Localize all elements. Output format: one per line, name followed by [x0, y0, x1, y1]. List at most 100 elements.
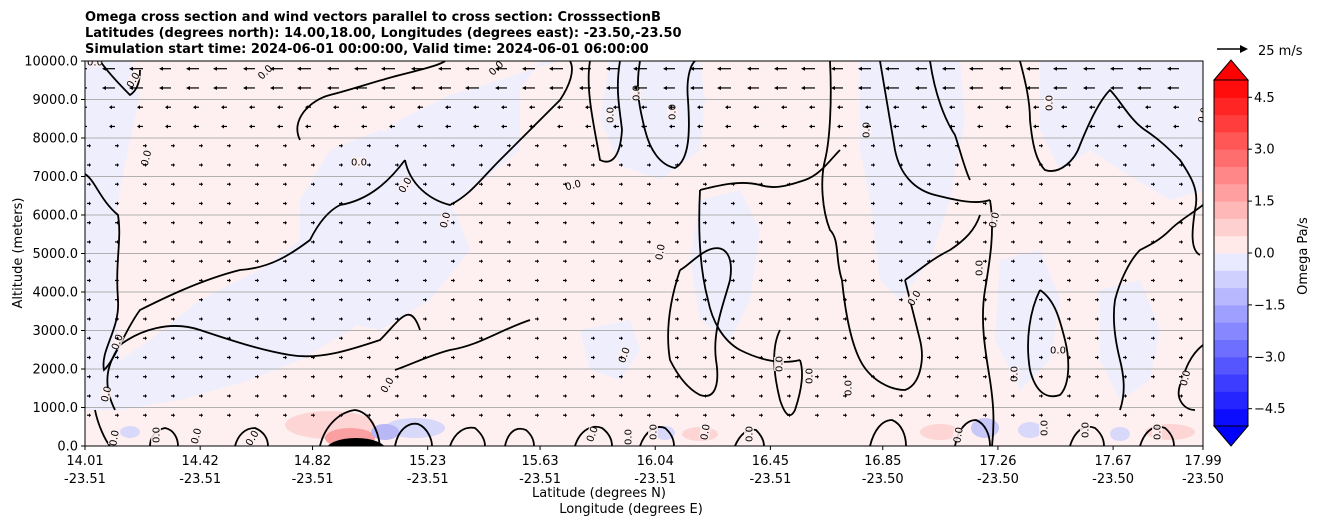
colorbar-segment — [1214, 97, 1248, 116]
wind-vector-head — [201, 413, 203, 418]
wind-vector-head — [781, 105, 784, 110]
wind-vector-head — [901, 413, 903, 418]
wind-vector-head — [761, 336, 763, 341]
wind-vector-head — [313, 162, 315, 167]
wind-vector-head — [1097, 278, 1099, 283]
x-axis: 14.01 -23.51 14.42 -23.51 14.82 -23.51 15.23 -2… — [64, 446, 1224, 487]
x-tick-label-longitude: -23.51 — [407, 472, 449, 487]
wind-vector-head — [117, 278, 119, 283]
contour-label-backing — [906, 289, 922, 307]
zero-contour-line — [504, 427, 535, 446]
wind-vectors — [85, 66, 1183, 418]
wind-vector-head — [725, 105, 728, 110]
wind-vector-head — [649, 239, 651, 244]
wind-vector-head — [985, 239, 987, 244]
contour-label-backing — [487, 61, 505, 77]
zero-contour-line — [394, 422, 433, 446]
wind-vector-head — [221, 124, 224, 129]
wind-vector-head — [845, 201, 847, 206]
x-axis-label-longitude: Longitude (degrees E) — [559, 502, 703, 517]
wind-vector-head — [481, 336, 483, 341]
wind-vector-head — [901, 297, 903, 302]
wind-vector-head — [957, 162, 959, 167]
wind-vector-head — [1069, 182, 1071, 187]
wind-vector-head — [481, 220, 483, 225]
wind-vector-head — [411, 66, 415, 71]
zero-contour-line — [821, 61, 843, 281]
wind-vector-head — [1153, 278, 1155, 283]
contour-label-backing — [189, 427, 203, 445]
wind-vector-head — [1069, 201, 1071, 206]
wind-vector-head — [465, 85, 469, 90]
colorbar-segment — [1214, 322, 1248, 340]
wind-vector-head — [1069, 393, 1071, 398]
wind-vector-head — [901, 278, 903, 283]
wind-vector-head — [369, 374, 371, 379]
wind-vector-head — [481, 374, 483, 379]
wind-vector-head — [761, 297, 763, 302]
wind-vector-head — [129, 85, 133, 90]
wind-vector-head — [117, 259, 119, 264]
wind-vector-head — [915, 66, 919, 71]
negative-omega-blob — [655, 426, 675, 440]
wind-vector-head — [901, 143, 903, 148]
wind-vector-head — [817, 259, 819, 264]
wind-vector-head — [633, 66, 637, 71]
wind-vector-head — [89, 143, 91, 148]
contour-label-backing — [88, 61, 102, 67]
wind-vector-head — [369, 239, 371, 244]
x-axis-label-latitude: Latitude (degrees N) — [532, 486, 666, 501]
colorbar-segment — [1214, 356, 1248, 375]
wind-vector-head — [285, 201, 287, 206]
contour-label: 0.0 — [1081, 422, 1092, 438]
contour-label-backing — [1152, 425, 1162, 439]
wind-vector-head — [761, 259, 763, 264]
wind-vector-head — [173, 355, 175, 360]
wind-vector-head — [1145, 105, 1148, 110]
wind-vector-head — [1013, 220, 1015, 225]
wind-vector-head — [117, 162, 119, 167]
wind-vector-head — [333, 124, 336, 129]
wind-vector-head — [1041, 393, 1043, 398]
wind-vector-head — [593, 336, 595, 341]
wind-vector-head — [705, 336, 707, 341]
wind-vector-head — [565, 316, 567, 321]
wind-vector-head — [1125, 239, 1127, 244]
wind-vector-head — [1117, 124, 1120, 129]
wind-vector-head — [145, 143, 147, 148]
wind-vector-head — [921, 124, 924, 129]
wind-vector-head — [957, 297, 959, 302]
wind-vector-head — [621, 201, 623, 206]
wind-vector-head — [145, 278, 147, 283]
wind-vector-head — [173, 393, 175, 398]
wind-vector-head — [369, 259, 371, 264]
wind-vector-head — [565, 162, 567, 167]
title-line-2: Latitudes (degrees north): 14.00,18.00, … — [85, 26, 682, 41]
contour-label-backing — [244, 429, 260, 446]
wind-vector-head — [201, 297, 203, 302]
zero-contour-line — [1019, 61, 1201, 256]
wind-vector-head — [697, 105, 700, 110]
wind-vector-head — [957, 143, 959, 148]
wind-vector-head — [243, 85, 247, 90]
wind-vector-head — [957, 355, 959, 360]
colorbar: 4.5 3.0 1.5 0.0 −1.5 −3.0 −4.5 — [1212, 59, 1286, 447]
wind-vector-head — [89, 393, 91, 398]
colorbar-extend-max — [1212, 59, 1250, 81]
wind-vector-head — [285, 355, 287, 360]
wind-vector-head — [677, 259, 679, 264]
wind-vector-head — [425, 413, 427, 418]
wind-vector-head — [1013, 182, 1015, 187]
wind-vector-head — [257, 316, 259, 321]
wind-vector-head — [817, 336, 819, 341]
wind-vector-head — [257, 162, 259, 167]
negative-omega-region — [690, 190, 760, 340]
wind-vector-head — [949, 105, 952, 110]
x-tick-label-latitude: 14.01 — [66, 454, 103, 469]
wind-vector-head — [1181, 413, 1183, 418]
wind-vector-head — [942, 85, 946, 90]
contour-label-backing — [623, 430, 633, 444]
wind-vector-head — [361, 105, 364, 110]
wind-vector-head — [1097, 162, 1099, 167]
wind-vector-head — [1013, 355, 1015, 360]
